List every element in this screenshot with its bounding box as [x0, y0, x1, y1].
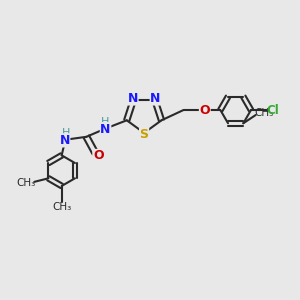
Text: CH₃: CH₃	[254, 108, 274, 118]
Text: N: N	[59, 134, 70, 147]
Text: CH₃: CH₃	[52, 202, 71, 212]
Text: N: N	[150, 92, 161, 105]
Text: N: N	[128, 92, 138, 105]
Text: CH₃: CH₃	[16, 178, 36, 188]
Text: H: H	[101, 117, 110, 127]
Text: O: O	[93, 149, 104, 162]
Text: N: N	[100, 123, 111, 136]
Text: H: H	[61, 128, 70, 138]
Text: Cl: Cl	[266, 103, 279, 116]
Text: O: O	[200, 103, 210, 116]
Text: S: S	[140, 128, 148, 141]
